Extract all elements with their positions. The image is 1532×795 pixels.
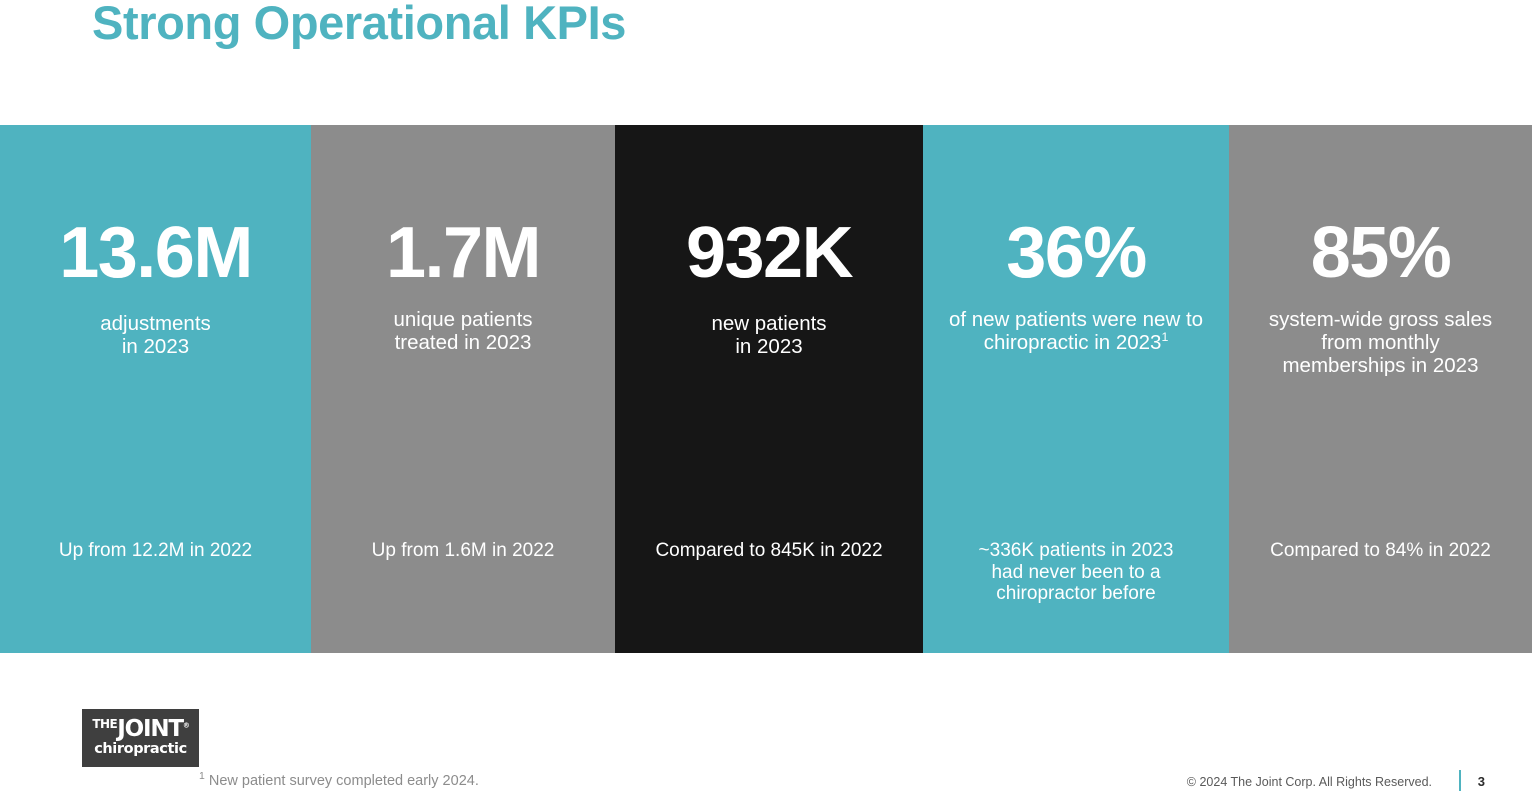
- logo-wordmark-top: THEJOINT®: [92, 716, 190, 743]
- kpi-comparison: Up from 12.2M in 2022: [58, 540, 253, 561]
- kpi-value: 13.6M: [59, 213, 253, 293]
- logo-chiropractic-text: chiropractic: [94, 741, 187, 758]
- kpi-comparison: Compared to 845K in 2022: [655, 540, 883, 561]
- slide-footer: THEJOINT® chiropractic: [0, 653, 1532, 795]
- page-number-divider: [1459, 770, 1461, 791]
- kpi-card-unique-patients: 1.7M unique patients treated in 2023 Up …: [311, 125, 615, 653]
- kpi-value: 1.7M: [385, 213, 542, 293]
- kpi-comparison: Compared to 84% in 2022: [1270, 540, 1491, 561]
- kpi-band: 13.6M adjustments in 2023 Up from 12.2M …: [0, 125, 1532, 653]
- registered-trademark-icon: ®: [182, 721, 190, 730]
- kpi-label: new patients in 2023: [711, 312, 827, 358]
- logo-the-text: THE: [92, 717, 118, 732]
- kpi-label: adjustments in 2023: [100, 312, 211, 358]
- kpi-comparison: Up from 1.6M in 2022: [371, 540, 555, 561]
- copyright-text: © 2024 The Joint Corp. All Rights Reserv…: [1186, 775, 1432, 789]
- title-area: Strong Operational KPIs: [0, 0, 1532, 125]
- logo-joint-text: JOINT: [117, 716, 184, 743]
- kpi-card-new-to-chiropractic: 36% of new patients were new to chiropra…: [923, 125, 1229, 653]
- kpi-label: system-wide gross sales from monthly mem…: [1268, 308, 1493, 377]
- kpi-value: 932K: [685, 213, 854, 293]
- kpi-card-new-patients: 932K new patients in 2023 Compared to 84…: [615, 125, 923, 653]
- kpi-card-gross-sales: 85% system-wide gross sales from monthly…: [1229, 125, 1532, 653]
- kpi-label: of new patients were new to chiropractic…: [939, 308, 1213, 355]
- page-number: 3: [1477, 774, 1485, 789]
- footnote-marker: 1: [199, 771, 205, 783]
- kpi-value: 85%: [1310, 213, 1452, 293]
- kpi-card-adjustments: 13.6M adjustments in 2023 Up from 12.2M …: [0, 125, 311, 653]
- kpi-label-text: of new patients were new to chiropractic…: [948, 308, 1204, 354]
- kpi-label: unique patients treated in 2023: [393, 308, 533, 354]
- kpi-comparison: ~336K patients in 2023 had never been to…: [978, 540, 1174, 605]
- footnote-text: New patient survey completed early 2024.: [204, 773, 479, 789]
- page-title: Strong Operational KPIs: [92, 0, 626, 49]
- kpi-label-footnote-marker: 1: [1161, 330, 1169, 345]
- the-joint-chiropractic-logo: THEJOINT® chiropractic: [82, 709, 199, 767]
- footnote: 1 New patient survey completed early 202…: [199, 771, 479, 789]
- kpi-value: 36%: [1006, 213, 1147, 293]
